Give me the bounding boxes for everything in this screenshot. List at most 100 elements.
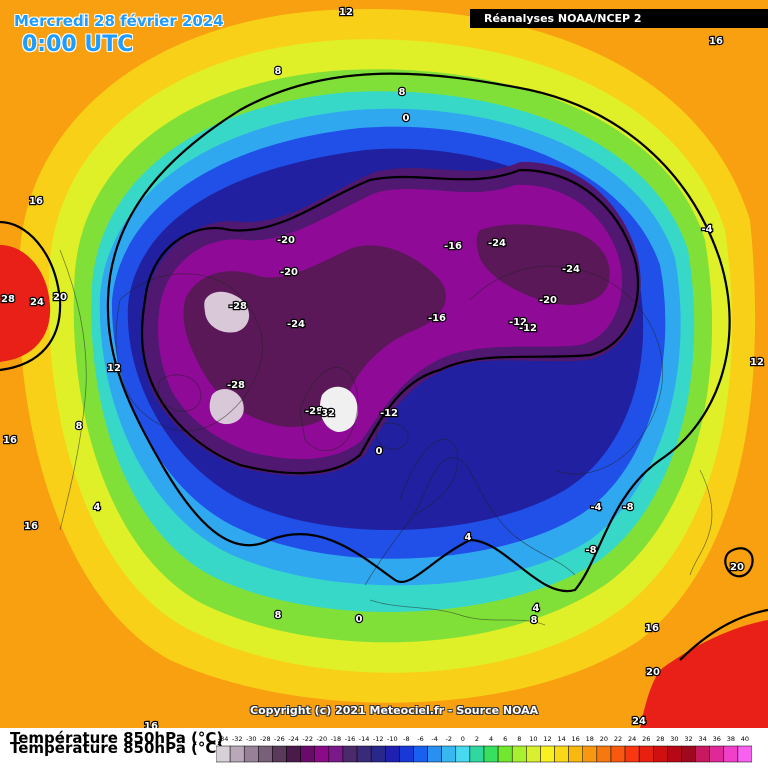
legend-swatch bbox=[723, 745, 739, 763]
isoline-label: -12 bbox=[380, 408, 398, 419]
legend-swatch bbox=[300, 745, 315, 763]
isoline-warm-east bbox=[679, 608, 768, 661]
isoline-zero bbox=[106, 72, 731, 593]
legend-tick: -10 bbox=[387, 735, 398, 743]
isoline-label: 16 bbox=[144, 721, 158, 728]
legend-title-shadow: Température 850hPa (°C) bbox=[10, 739, 224, 757]
legend-swatch bbox=[258, 745, 273, 763]
legend-swatch bbox=[243, 745, 259, 763]
legend-swatch bbox=[229, 745, 245, 763]
coastline-scandinavia bbox=[399, 438, 459, 516]
legend-swatch bbox=[526, 745, 541, 763]
legend-tick: 24 bbox=[628, 735, 636, 743]
legend-tick: -18 bbox=[331, 735, 342, 743]
isoline-minus20 bbox=[140, 168, 640, 475]
isoline-label: 8 bbox=[399, 87, 406, 98]
legend-swatch bbox=[610, 745, 626, 763]
isoline-label: -32 bbox=[317, 408, 335, 419]
legend-title: Température 850hPa (°C) bbox=[10, 729, 224, 747]
legend-tick: -4 bbox=[431, 735, 437, 743]
copyright-notice: Copyright (c) 2021 Meteociel.fr - Source… bbox=[250, 704, 539, 717]
zone-spot-11 bbox=[204, 291, 250, 425]
legend-swatch bbox=[455, 745, 471, 763]
date-label: Mercredi 28 février 2024 bbox=[14, 12, 224, 30]
legend-swatch bbox=[540, 745, 555, 763]
legend-tick: 6 bbox=[503, 735, 507, 743]
isoline-label: -16 bbox=[428, 313, 446, 324]
legend-swatch bbox=[216, 745, 231, 763]
isoline-label: 24 bbox=[632, 716, 646, 727]
isoline-label: -16 bbox=[444, 241, 462, 252]
isoline-label: 28 bbox=[1, 294, 15, 305]
isoline-label: 0 bbox=[356, 614, 363, 625]
legend-tick: 8 bbox=[517, 735, 521, 743]
legend-tick: 0 bbox=[461, 735, 465, 743]
isoline-label: 24 bbox=[30, 297, 44, 308]
coastline-europe bbox=[364, 457, 576, 586]
legend-swatch bbox=[511, 745, 527, 763]
legend-tick: 14 bbox=[557, 735, 565, 743]
zone-spot-12 bbox=[319, 386, 358, 432]
isoline-label: -20 bbox=[277, 235, 295, 246]
legend-tick: 30 bbox=[670, 735, 678, 743]
legend-swatch bbox=[638, 745, 654, 763]
legend-tick: -14 bbox=[359, 735, 370, 743]
zone-warm-13 bbox=[0, 245, 768, 728]
isoline-label: -24 bbox=[287, 319, 305, 330]
isoline-label: -8 bbox=[585, 545, 596, 556]
legend-tick: 12 bbox=[543, 735, 551, 743]
legend-swatch bbox=[413, 745, 428, 763]
legend-swatch bbox=[709, 745, 725, 763]
source-banner: Réanalyses NOAA/NCEP 2 bbox=[470, 9, 768, 28]
coastline-iceland bbox=[375, 422, 409, 450]
isoline-label: 8 bbox=[275, 610, 282, 621]
legend-swatch bbox=[328, 745, 344, 763]
legend-tick: -28 bbox=[260, 735, 271, 743]
coastline-asia bbox=[469, 265, 664, 475]
legend-tick: -6 bbox=[417, 735, 423, 743]
legend-tick: -16 bbox=[345, 735, 356, 743]
isoline-label: 8 bbox=[531, 615, 538, 626]
coastline-america-west bbox=[59, 249, 87, 531]
zone-core-10 bbox=[183, 224, 610, 427]
legend-tick: 34 bbox=[698, 735, 706, 743]
legend-tick: -22 bbox=[302, 735, 313, 743]
legend-tick: -26 bbox=[274, 735, 285, 743]
legend-swatch bbox=[681, 745, 696, 763]
legend-swatch bbox=[314, 745, 330, 763]
isoline-label: 16 bbox=[709, 36, 723, 47]
legend-tick: 36 bbox=[713, 735, 721, 743]
legend-tick: -30 bbox=[246, 735, 257, 743]
legend-tick: -34 bbox=[218, 735, 229, 743]
legend-swatch bbox=[568, 745, 583, 763]
isoline-label: -28 bbox=[305, 406, 323, 417]
isoline-label: 4 bbox=[94, 502, 101, 513]
legend-swatch bbox=[286, 745, 301, 763]
legend-tick: 26 bbox=[642, 735, 650, 743]
isoline-label: 16 bbox=[29, 196, 43, 207]
isoline-label: -12 bbox=[509, 317, 527, 328]
legend-swatch bbox=[596, 745, 612, 763]
legend-swatch bbox=[441, 745, 457, 763]
isoline-label: 16 bbox=[24, 521, 38, 532]
isoline-label: 16 bbox=[3, 435, 17, 446]
isoline-label: -4 bbox=[701, 224, 712, 235]
legend-swatch bbox=[667, 745, 682, 763]
legend-tick: -32 bbox=[232, 735, 243, 743]
legend-swatch bbox=[695, 745, 710, 763]
legend-tick: 4 bbox=[489, 735, 493, 743]
legend-swatch bbox=[582, 745, 598, 763]
legend-tick: 40 bbox=[741, 735, 749, 743]
time-label: 0:00 UTC bbox=[22, 32, 134, 57]
coastline-north-america bbox=[115, 273, 263, 432]
isoline-label: -20 bbox=[280, 267, 298, 278]
isoline-label: -28 bbox=[229, 301, 247, 312]
coastline-greenland bbox=[299, 367, 359, 452]
legend-swatch bbox=[272, 745, 287, 763]
isoline-label: 8 bbox=[76, 421, 83, 432]
isoline-label: -12 bbox=[519, 323, 537, 334]
legend-swatch bbox=[469, 745, 485, 763]
legend-swatch bbox=[497, 745, 513, 763]
legend-tick: -20 bbox=[316, 735, 327, 743]
